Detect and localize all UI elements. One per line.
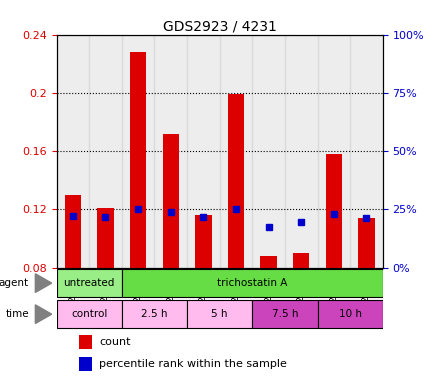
Bar [358, 218, 374, 268]
Bar [122, 300, 187, 328]
Bar [317, 35, 349, 268]
Bar [79, 335, 92, 349]
Bar [56, 35, 89, 268]
Bar [122, 269, 382, 297]
Bar [195, 215, 211, 268]
Bar [154, 35, 187, 268]
Bar [187, 300, 252, 328]
Bar [97, 208, 113, 268]
Bar [219, 35, 252, 268]
Bar [325, 154, 341, 268]
Bar [122, 35, 154, 268]
Bar [349, 35, 382, 268]
Bar [187, 35, 219, 268]
Text: 2.5 h: 2.5 h [141, 309, 167, 319]
Polygon shape [35, 305, 52, 323]
Bar [252, 300, 317, 328]
Bar [89, 35, 122, 268]
Text: untreated: untreated [63, 278, 115, 288]
Bar [227, 94, 243, 268]
Bar [65, 195, 81, 268]
Text: 5 h: 5 h [211, 309, 227, 319]
Bar [162, 134, 178, 268]
Text: agent: agent [0, 278, 29, 288]
Bar [130, 52, 146, 268]
Bar [56, 269, 122, 297]
Bar [284, 35, 317, 268]
Text: count: count [99, 337, 130, 347]
Bar [293, 253, 309, 268]
Text: percentile rank within the sample: percentile rank within the sample [99, 359, 286, 369]
Bar [260, 256, 276, 268]
Text: 10 h: 10 h [338, 309, 361, 319]
Polygon shape [35, 274, 52, 293]
Text: trichostatin A: trichostatin A [217, 278, 287, 288]
Bar [252, 35, 284, 268]
Bar [317, 300, 382, 328]
Bar [79, 357, 92, 371]
Bar [56, 300, 122, 328]
Title: GDS2923 / 4231: GDS2923 / 4231 [162, 20, 276, 33]
Text: time: time [5, 309, 29, 319]
Text: 7.5 h: 7.5 h [271, 309, 297, 319]
Text: control: control [71, 309, 107, 319]
